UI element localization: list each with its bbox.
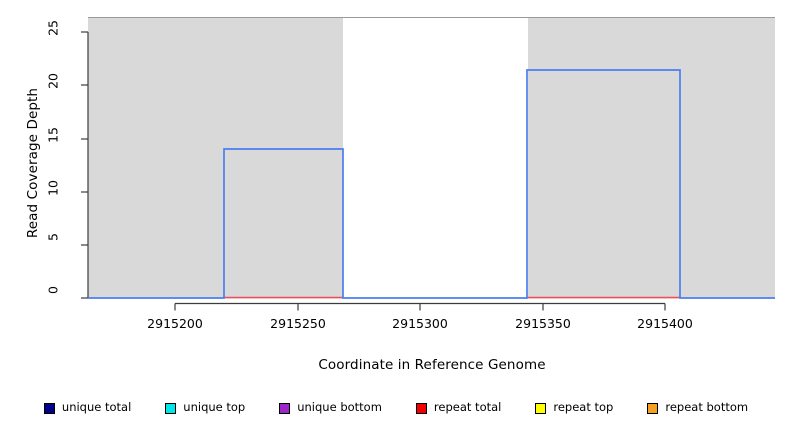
- x-axis-ticks: [174, 303, 666, 311]
- legend-item-repeat-total[interactable]: repeat total: [415, 400, 502, 415]
- y-axis-ticks: [81, 31, 88, 299]
- x-tick-label-2915350: 2915350: [515, 316, 571, 331]
- legend-item-unique-bottom[interactable]: unique bottom: [279, 402, 382, 414]
- shaded-region-right: [528, 18, 775, 298]
- y-tick-label-0: 0: [45, 286, 61, 294]
- legend-label-repeat-total: repeat total: [433, 400, 502, 415]
- square-swatch-icon: [415, 402, 427, 414]
- square-swatch-icon: [165, 402, 177, 414]
- legend-item-unique-top[interactable]: unique top: [165, 402, 245, 414]
- y-tick-label-10: 10: [45, 180, 61, 196]
- legend-label-repeat-top: repeat top: [553, 400, 614, 415]
- shaded-region-left: [88, 18, 343, 298]
- legend-item-repeat-top[interactable]: repeat top: [535, 402, 613, 414]
- y-tick-label-20: 20: [45, 73, 61, 89]
- y-tick-label-15: 15: [45, 127, 61, 143]
- legend-label-unique-top: unique top: [183, 400, 246, 415]
- y-axis-title: Read Coverage Depth: [25, 87, 41, 239]
- square-swatch-icon: [647, 402, 659, 414]
- legend-label-repeat-bottom: repeat bottom: [665, 400, 749, 415]
- x-tick-label-2915300: 2915300: [392, 316, 448, 331]
- square-swatch-icon: [43, 402, 55, 414]
- legend-item-unique-total[interactable]: unique total: [43, 400, 132, 415]
- x-axis-title: Coordinate in Reference Genome: [318, 357, 546, 373]
- series-unique-total: [88, 69, 775, 299]
- square-swatch-icon: [279, 402, 291, 414]
- y-tick-label-25: 25: [45, 20, 61, 36]
- legend-item-repeat-bottom[interactable]: repeat bottom: [647, 402, 748, 414]
- x-tick-label-2915250: 2915250: [270, 316, 326, 331]
- square-swatch-icon: [535, 402, 547, 414]
- x-tick-label-2915200: 2915200: [147, 316, 203, 331]
- legend-label-unique-total: unique total: [61, 400, 132, 415]
- legend: unique total unique top unique bottom re…: [0, 398, 792, 418]
- y-tick-label-5: 5: [45, 233, 61, 241]
- legend-label-unique-bottom: unique bottom: [297, 400, 382, 415]
- x-tick-label-2915400: 2915400: [637, 316, 693, 331]
